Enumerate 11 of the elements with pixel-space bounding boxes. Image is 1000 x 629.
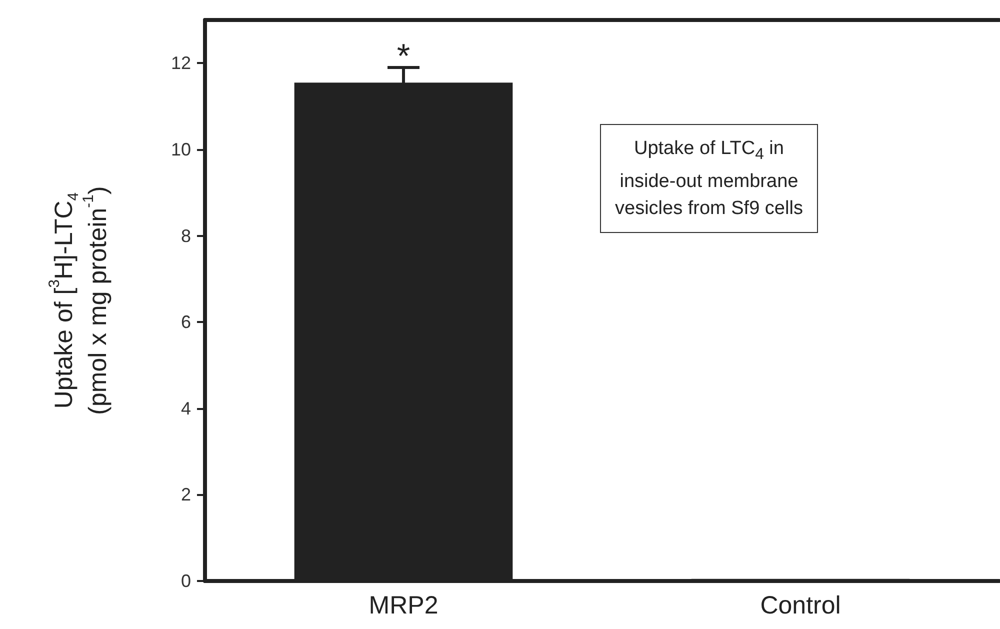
y-tick-label: 0	[180, 571, 191, 591]
y-tick-label: 4	[180, 398, 191, 418]
y-tick-label: 12	[170, 53, 191, 74]
x-tick-label: Control	[760, 592, 841, 620]
x-tick-label: MRP2	[368, 592, 438, 620]
y-tick-label: 8	[180, 226, 191, 246]
annotation: *	[396, 37, 410, 76]
y-tick-label: 6	[180, 312, 191, 332]
y-tick-label: 2	[180, 484, 191, 505]
y-tick-label: 10	[170, 139, 191, 160]
annotation: Uptake of LTC$_{4}$ in inside-out membrane vesicles from Sf9 cells	[600, 124, 818, 233]
